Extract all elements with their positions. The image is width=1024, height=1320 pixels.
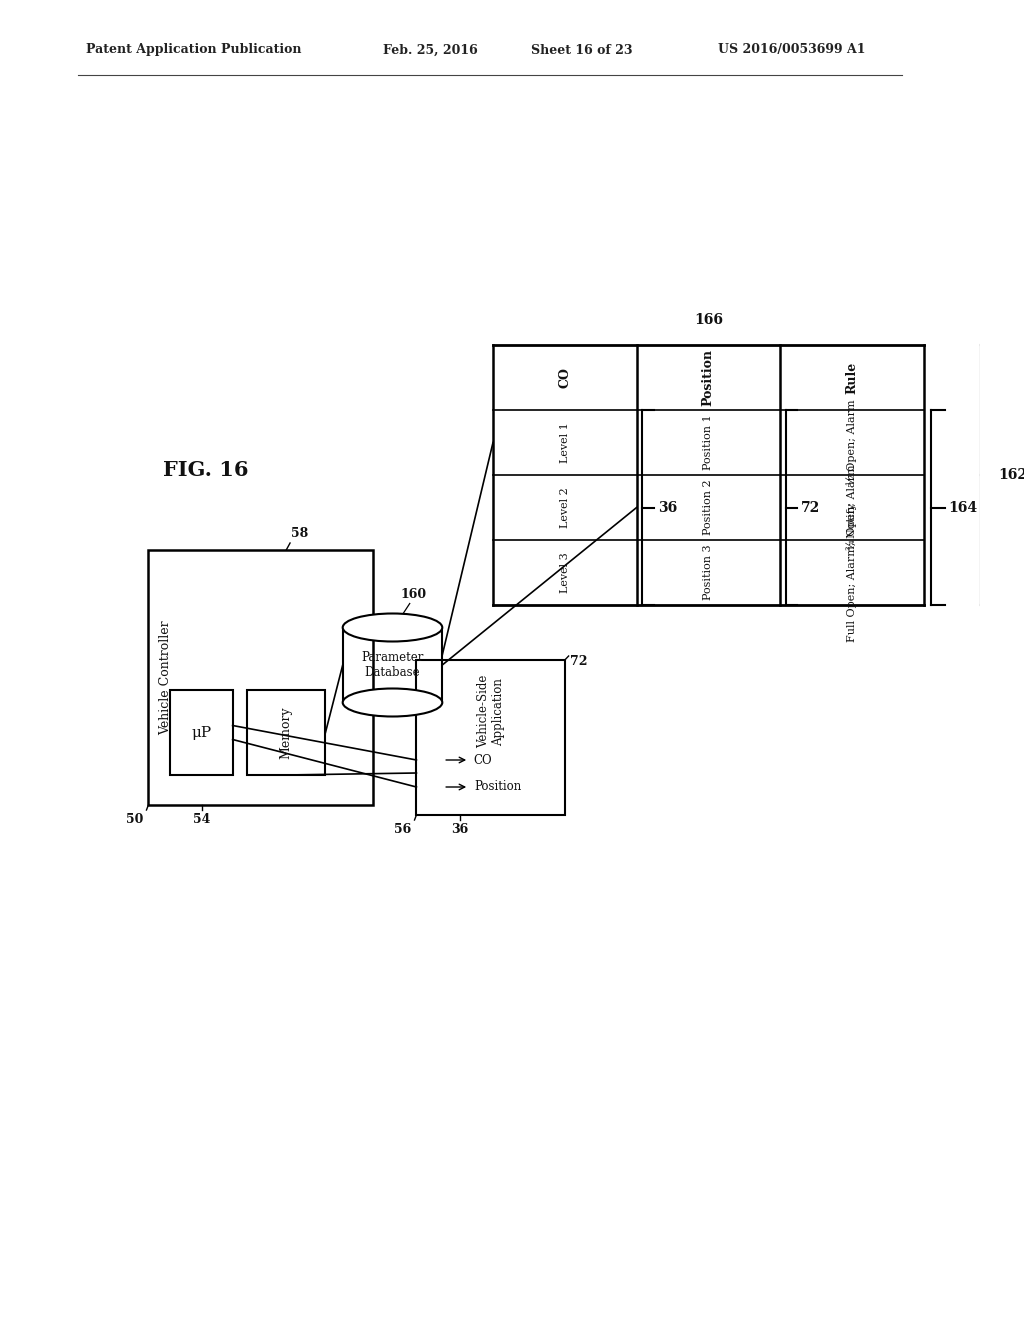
Text: Vehicle-Side
Application: Vehicle-Side Application [476,675,505,748]
Text: 36: 36 [657,500,677,515]
Text: Patent Application Publication: Patent Application Publication [86,44,302,57]
Text: Rule: Rule [846,362,858,393]
Text: Position 1: Position 1 [703,414,714,470]
Text: ½ Open; Alarm: ½ Open; Alarm [847,400,857,486]
Text: Position: Position [701,348,715,407]
Text: 162: 162 [998,469,1024,482]
Text: Feb. 25, 2016: Feb. 25, 2016 [383,44,477,57]
Ellipse shape [343,689,442,717]
Text: 56: 56 [394,822,412,836]
Text: μP: μP [191,726,212,739]
Text: 166: 166 [694,313,723,327]
Text: 36: 36 [451,822,468,836]
Ellipse shape [343,614,442,642]
Text: Parameter
Database: Parameter Database [361,651,424,678]
Text: 50: 50 [126,813,143,826]
Text: 164: 164 [948,500,978,515]
Text: CO: CO [558,367,571,388]
Text: Full Open; Alarm; Notify: Full Open; Alarm; Notify [847,503,857,642]
Text: Position 3: Position 3 [703,545,714,601]
Text: Level 1: Level 1 [560,422,569,463]
Text: Position: Position [474,780,521,793]
Text: 54: 54 [193,813,210,826]
Text: 72: 72 [801,500,820,515]
Text: Memory: Memory [280,706,293,759]
Text: US 2016/0053699 A1: US 2016/0053699 A1 [718,44,865,57]
Bar [247,690,326,775]
Bar [417,660,565,814]
Text: ¾ Open; Alarm: ¾ Open; Alarm [847,465,857,550]
Ellipse shape [343,614,442,642]
Text: Level 3: Level 3 [560,552,569,593]
Text: 58: 58 [291,527,308,540]
Text: FIG. 16: FIG. 16 [163,459,248,480]
Text: Level 2: Level 2 [560,487,569,528]
Bar [170,690,232,775]
Text: 160: 160 [400,589,426,602]
Text: Sheet 16 of 23: Sheet 16 of 23 [531,44,633,57]
Text: CO: CO [474,754,493,767]
Text: Vehicle Controller: Vehicle Controller [159,620,172,735]
Text: Position 2: Position 2 [703,479,714,536]
Bar [148,550,374,805]
Text: 72: 72 [569,655,587,668]
